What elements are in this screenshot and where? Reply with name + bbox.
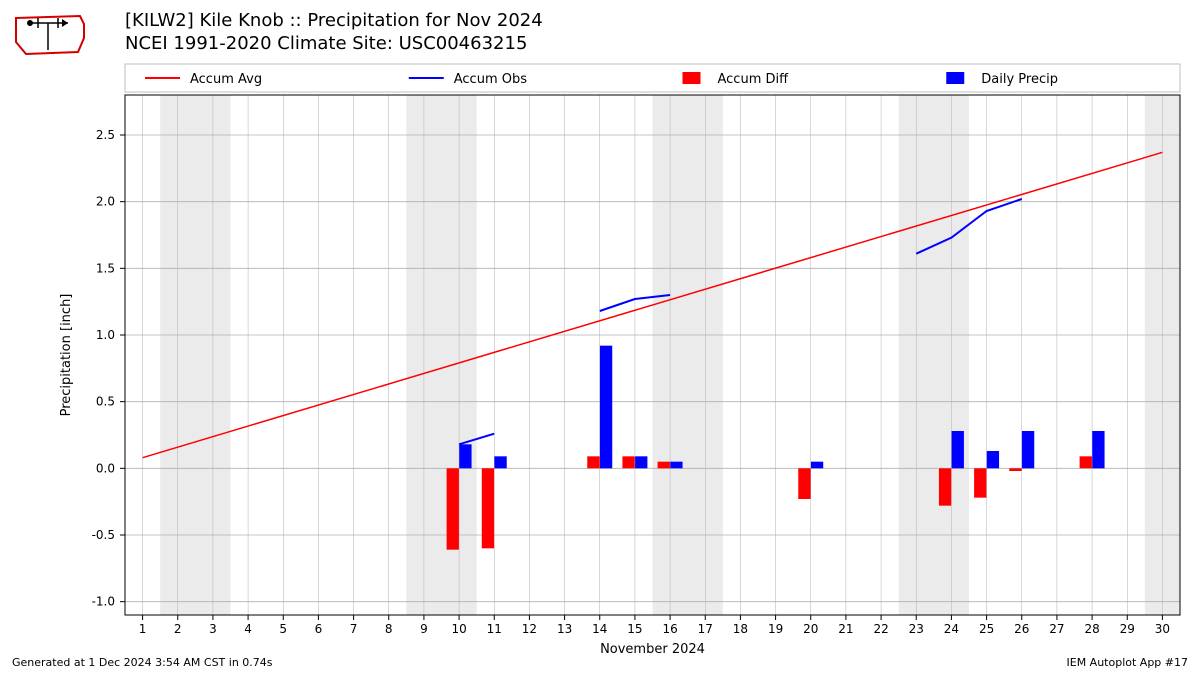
svg-text:12: 12 [522,622,537,636]
svg-text:Daily Precip: Daily Precip [981,72,1058,87]
svg-text:27: 27 [1049,622,1064,636]
svg-text:10: 10 [451,622,466,636]
svg-text:15: 15 [627,622,642,636]
svg-text:28: 28 [1084,622,1099,636]
title-line-2: NCEI 1991-2020 Climate Site: USC00463215 [125,33,543,56]
svg-text:13: 13 [557,622,572,636]
chart-title: [KILW2] Kile Knob :: Precipitation for N… [125,10,543,55]
svg-text:8: 8 [385,622,393,636]
title-line-1: [KILW2] Kile Knob :: Precipitation for N… [125,10,543,33]
svg-text:11: 11 [487,622,502,636]
svg-text:17: 17 [698,622,713,636]
svg-text:21: 21 [838,622,853,636]
svg-text:3: 3 [209,622,217,636]
svg-text:25: 25 [979,622,994,636]
svg-text:2.5: 2.5 [96,128,115,142]
svg-text:7: 7 [350,622,358,636]
svg-text:-0.5: -0.5 [92,528,115,542]
svg-text:November 2024: November 2024 [600,642,705,657]
svg-text:14: 14 [592,622,607,636]
svg-text:1.5: 1.5 [96,261,115,275]
svg-text:Accum Avg: Accum Avg [190,72,262,87]
svg-text:24: 24 [944,622,959,636]
svg-text:30: 30 [1155,622,1170,636]
svg-text:2.0: 2.0 [96,195,115,209]
svg-text:Accum Diff: Accum Diff [718,72,790,87]
svg-text:20: 20 [803,622,818,636]
svg-text:Accum Obs: Accum Obs [454,72,527,87]
svg-text:9: 9 [420,622,428,636]
svg-text:16: 16 [662,622,677,636]
footer-generated: Generated at 1 Dec 2024 3:54 AM CST in 0… [12,656,273,669]
svg-text:Precipitation [inch]: Precipitation [inch] [59,294,74,417]
svg-text:0.5: 0.5 [96,395,115,409]
svg-text:22: 22 [873,622,888,636]
svg-text:1.0: 1.0 [96,328,115,342]
svg-text:26: 26 [1014,622,1029,636]
svg-text:0.0: 0.0 [96,461,115,475]
svg-text:18: 18 [733,622,748,636]
precipitation-chart: -1.0-0.50.00.51.01.52.02.512345678910111… [0,0,1200,675]
svg-text:-1.0: -1.0 [92,595,115,609]
svg-text:29: 29 [1120,622,1135,636]
svg-text:1: 1 [139,622,147,636]
svg-text:2: 2 [174,622,182,636]
svg-text:6: 6 [315,622,323,636]
chart-container: [KILW2] Kile Knob :: Precipitation for N… [0,0,1200,675]
footer-appid: IEM Autoplot App #17 [1067,656,1189,669]
svg-text:23: 23 [909,622,924,636]
svg-text:5: 5 [279,622,287,636]
svg-text:19: 19 [768,622,783,636]
svg-text:4: 4 [244,622,252,636]
iem-logo [10,8,90,58]
